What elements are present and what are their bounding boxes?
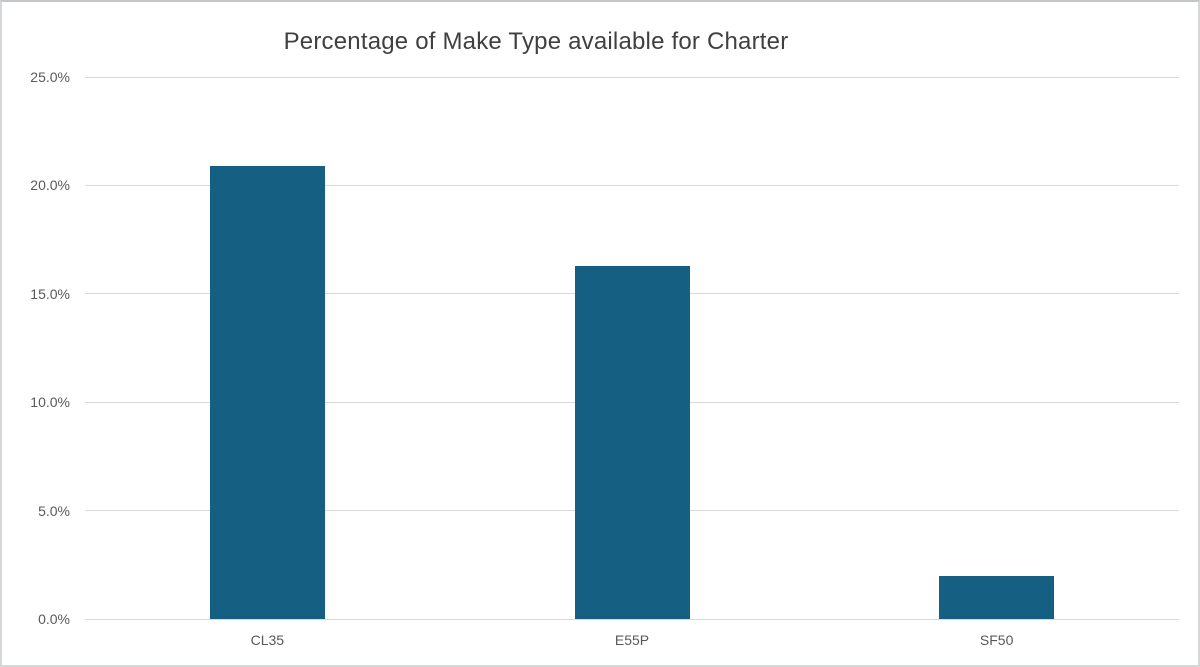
y-tick-label-20.0%: 20.0% bbox=[30, 177, 70, 194]
x-tick-label-E55P: E55P bbox=[614, 632, 650, 648]
chart-title: Percentage of Make Type available for Ch… bbox=[283, 28, 789, 55]
bar-SF50 bbox=[939, 575, 1055, 619]
x-tick-label-CL35: CL35 bbox=[250, 632, 285, 648]
y-tick-label-15.0%: 15.0% bbox=[30, 285, 70, 302]
gridline-20.0% bbox=[85, 184, 1179, 186]
y-tick-label-5.0%: 5.0% bbox=[38, 502, 70, 519]
y-tick-label-25.0%: 25.0% bbox=[30, 69, 70, 85]
gridline-0.0% bbox=[85, 618, 1179, 620]
x-tick-label-SF50: SF50 bbox=[979, 632, 1014, 648]
bar-E55P bbox=[574, 265, 690, 619]
gridline-25.0% bbox=[85, 76, 1179, 78]
y-tick-label-10.0%: 10.0% bbox=[30, 394, 70, 411]
bar-CL35 bbox=[209, 165, 325, 619]
plot-area bbox=[85, 76, 1179, 620]
y-tick-label-0.0%: 0.0% bbox=[38, 611, 70, 627]
